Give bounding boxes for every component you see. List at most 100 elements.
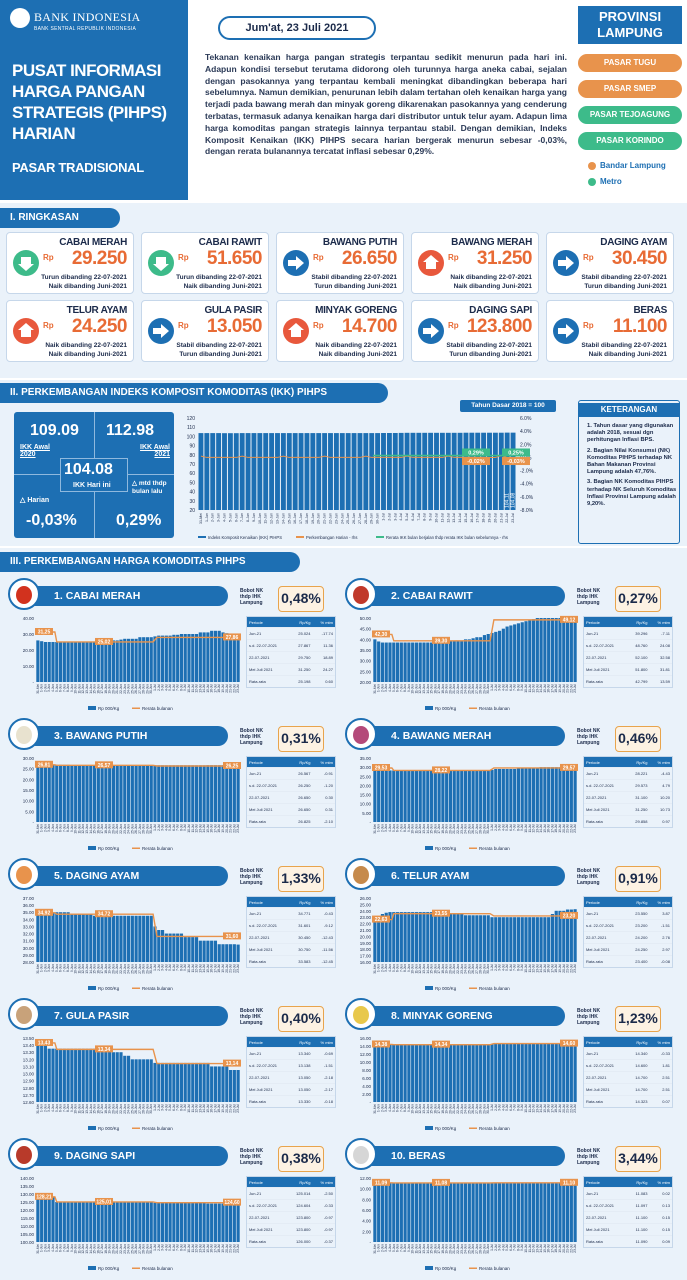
xtick-label: 2-Jun [43, 824, 47, 832]
commodity-bar [70, 1048, 74, 1102]
xtick-label: 4-Jul [164, 1244, 168, 1251]
avg-label: 27,86 [226, 635, 239, 641]
market-button-tejoagung[interactable]: PASAR TEJOAGUNG [578, 106, 682, 124]
xtick-label: 28-Jun [142, 684, 146, 694]
xtick-label: 17-Jun [100, 1244, 104, 1254]
ytick-label: 135.00 [20, 1184, 34, 1189]
ikk-xtick-label: 25-Jun [346, 513, 350, 524]
bobot-value: 0,27% [615, 586, 661, 612]
ytick-label: 5.00 [25, 809, 34, 814]
xtick-label: 14-Jun [89, 1104, 93, 1114]
commodity-bar [36, 912, 40, 962]
ikk-bar [475, 432, 481, 510]
table-cell: 42.799 [635, 679, 648, 684]
commodity-bar [123, 638, 127, 682]
table-cell: 18.89 [322, 655, 333, 660]
commodity-bar [160, 635, 165, 682]
xtick-label: 22-Jun [456, 684, 460, 694]
legend-bar-label: Rp 000/Kg [98, 986, 120, 991]
table-cell: 29.750 [298, 655, 311, 660]
table-cell: s.d. 22-07-2021 [586, 1203, 615, 1208]
market-button-tugu[interactable]: PASAR TUGU [578, 54, 682, 72]
xtick-label: 15-Jul [543, 964, 547, 973]
commodity-bar [198, 632, 202, 682]
xtick-label: 10-Jul [524, 1104, 528, 1113]
ytick-label: 19.00 [360, 941, 372, 946]
commodity-bar [66, 764, 70, 822]
commodity-bar [70, 642, 74, 682]
xtick-label: 12-Jun [81, 964, 85, 974]
ikk-ytick-label: 40 [189, 490, 195, 496]
ikk-bar [510, 432, 516, 510]
xtick-label: 10-Jun [74, 1104, 78, 1114]
ikk-ytick-label: 20 [189, 508, 195, 514]
ytick-label: 12.90 [23, 1079, 35, 1084]
xtick-label: 8-Jul [516, 1104, 520, 1111]
commodity-title: 7. GULA PASIR [28, 1006, 228, 1026]
xtick-label: 6-Jun [396, 964, 400, 972]
commodity-bar [452, 1044, 456, 1102]
commodity-bar [74, 1048, 78, 1102]
commodity-bar [119, 1202, 123, 1242]
commodity-bar [96, 642, 100, 682]
egg-icon [345, 858, 377, 890]
xtick-label: 3-Jun [47, 824, 51, 832]
market-button-smep[interactable]: PASAR SMEP [578, 80, 682, 98]
commodity-bar [445, 770, 449, 822]
stat-table: Periode Rp/Kg% mtm Jun-21 13.340 -0.69 s.d. 2… [246, 1036, 336, 1108]
commodity-bar [392, 1044, 396, 1102]
ikk-bar [428, 432, 434, 510]
chili-icon [8, 578, 40, 610]
xtick-label: 1-Jul [153, 824, 157, 831]
ikk-bar [498, 432, 504, 510]
commodity-bar [130, 915, 134, 962]
commodity-bar [429, 1044, 434, 1102]
xtick-label: 16-Jun [96, 824, 100, 834]
table-header-cell: Periode [249, 899, 263, 905]
ytick-label: - [33, 680, 35, 685]
commodity-bar [490, 917, 494, 962]
table-cell: Jun-21 [586, 631, 599, 636]
xtick-label: 21-Jun [115, 964, 119, 974]
xtick-label: 12-Jul [195, 684, 199, 693]
xtick-label: 30-Jun [149, 1104, 153, 1114]
table-cell: 4.79 [662, 783, 670, 788]
commodity-bar [388, 642, 392, 682]
xtick-label: 16-Jun [433, 684, 437, 694]
commodity-bar [467, 639, 471, 682]
commodity-bar [217, 1066, 221, 1102]
ytick-label: 8.00 [362, 1068, 371, 1073]
xtick-label: 11-Jun [414, 1244, 418, 1254]
commodity-bar [528, 1043, 532, 1102]
ytick-label: 33.00 [23, 924, 35, 929]
market-button-korindo[interactable]: PASAR KORINDO [578, 132, 682, 150]
commodity-bar [111, 915, 116, 962]
commodity-bar [213, 1066, 218, 1102]
commodity-bar [395, 770, 400, 822]
table-cell: Jun-21 [249, 631, 262, 636]
commodity-bar [448, 641, 453, 682]
commodity-bar [490, 769, 494, 822]
ikk-ytick-label: 60 [189, 471, 195, 477]
ikk-bar [275, 433, 280, 510]
commodity-bar [145, 765, 150, 822]
commodity-bar [539, 767, 543, 822]
commodity-bar [471, 770, 475, 822]
commodity-bar [123, 1202, 127, 1242]
ikk-legend-swatch [198, 536, 206, 538]
xtick-label: 23-Jun [460, 824, 464, 834]
ytick-label: 20.00 [23, 648, 35, 653]
commodity-bar [471, 915, 475, 962]
ikk-bar [492, 432, 498, 510]
commodity-bar [172, 1202, 176, 1242]
table-row: Mei Juli 2021 30.750 -11.56 [247, 943, 335, 955]
table-cell: Rata-rata [586, 819, 603, 824]
table-row: s.d. 22-07-2021 14.600 1.81 [584, 1059, 672, 1071]
xtick-label: 24-Jun [464, 964, 468, 974]
xtick-label: 9-Jul [183, 1244, 187, 1251]
xtick-label: 13-Jun [85, 1244, 89, 1254]
commodity-bar [539, 1182, 543, 1242]
commodity-bar [395, 1182, 400, 1242]
commodity-bar [467, 915, 471, 962]
xtick-label: 20-Jul [225, 1244, 229, 1253]
